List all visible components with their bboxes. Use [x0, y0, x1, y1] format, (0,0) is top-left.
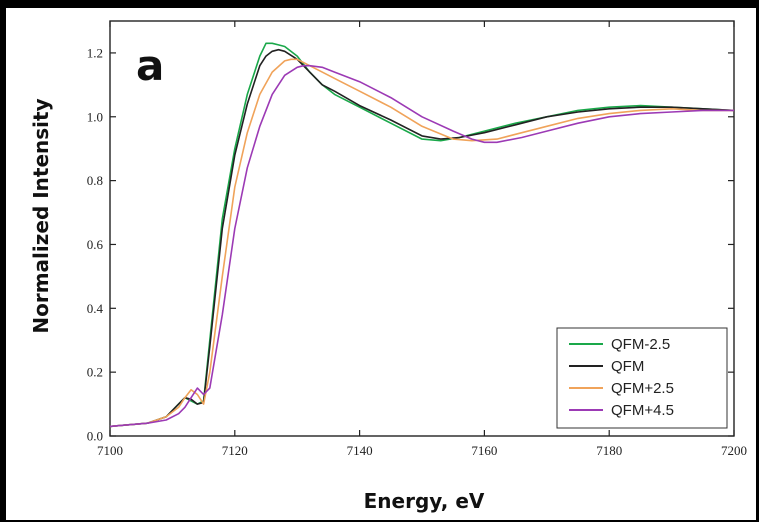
- x-tick-label: 7140: [347, 443, 373, 458]
- legend-entry: QFM+4.5: [611, 402, 674, 419]
- axes-layer: 7100 7120 7140 7160 7180 7200 0.0 0.2 0.4 0.6 0.8 1…: [87, 21, 747, 458]
- figure-frame: 7100 7120 7140 7160 7180 7200 0.0 0.2 0.4 0.6 0.8 1…: [6, 8, 756, 520]
- y-tick-label: 0.8: [87, 173, 103, 188]
- y-tick-label: 0.0: [87, 429, 103, 444]
- legend: QFM-2.5 QFM QFM+2.5 QFM+4.5: [556, 327, 728, 429]
- legend-entry: QFM: [611, 358, 644, 375]
- series-line-qfm-4-5: [109, 64, 734, 428]
- series-layer: [109, 42, 735, 428]
- x-axis-title: Energy, eV: [364, 489, 485, 513]
- x-tick-label: 7160: [471, 443, 497, 458]
- x-tick-label: 7100: [97, 443, 123, 458]
- y-tick-label: 1.2: [87, 45, 103, 60]
- y-tick-label: 1.0: [87, 109, 103, 124]
- legend-entry: QFM-2.5: [611, 336, 670, 353]
- x-tick-label: 7200: [721, 443, 747, 458]
- legend-entry: QFM+2.5: [611, 380, 674, 397]
- y-tick-label: 0.6: [87, 237, 104, 252]
- y-axis-title: Normalized Intensity: [29, 98, 53, 333]
- x-tick-label: 7120: [222, 443, 248, 458]
- panel-letter: a: [136, 41, 164, 90]
- y-tick-label: 0.4: [87, 301, 104, 316]
- xanes-chart: 7100 7120 7140 7160 7180 7200 0.0 0.2 0.4 0.6 0.8 1…: [29, 20, 747, 513]
- x-tick-label: 7180: [596, 443, 622, 458]
- y-tick-label: 0.2: [87, 365, 103, 380]
